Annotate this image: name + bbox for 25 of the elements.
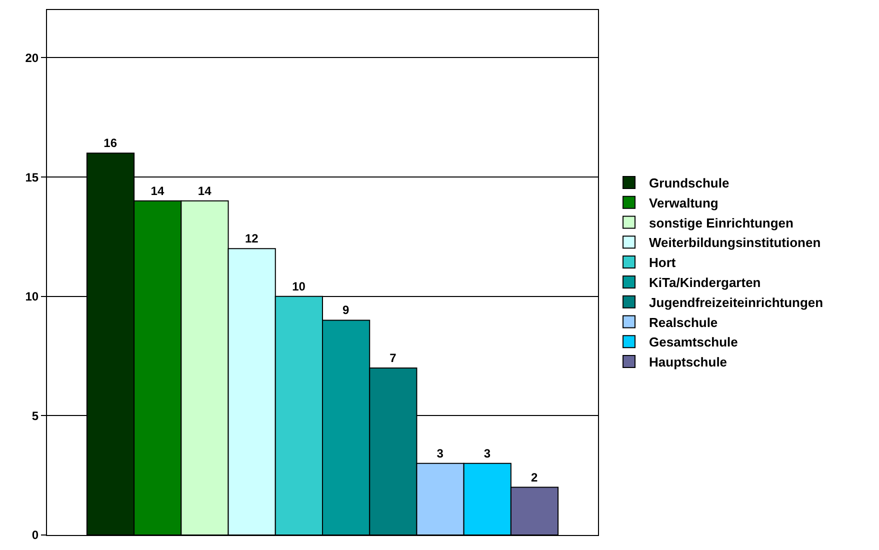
legend-label: sonstige Einrichtungen [649, 215, 794, 230]
legend-label: Weiterbildungsinstitutionen [649, 235, 821, 250]
y-tick-label: 15 [25, 170, 39, 184]
data-label: 3 [436, 446, 444, 460]
legend-label: Hort [649, 255, 676, 270]
legend-label: KiTa/Kindergarten [649, 275, 761, 290]
data-label: 3 [484, 446, 491, 460]
y-tick-label: 5 [32, 408, 39, 423]
data-label: 2 [530, 470, 538, 484]
legend-label: Verwaltung [649, 195, 718, 210]
data-label: 14 [150, 184, 164, 198]
y-tick-label: 20 [25, 50, 39, 65]
data-label: 10 [292, 279, 306, 294]
data-label: 9 [342, 303, 350, 318]
data-label: 14 [198, 184, 212, 198]
legend-label: Grundschule [649, 176, 730, 191]
legend-label: Gesamtschule [649, 334, 738, 350]
y-tick-label: 10 [25, 290, 39, 304]
data-label: 7 [390, 350, 397, 365]
legend-label: Realschule [649, 314, 718, 330]
y-tick-label: 0 [32, 528, 39, 542]
data-label: 16 [104, 136, 118, 150]
legend-label: Hauptschule [649, 354, 728, 370]
data-label: 12 [245, 232, 259, 246]
legend-label: Jugendfreizeiteinrichtungen [649, 294, 824, 310]
